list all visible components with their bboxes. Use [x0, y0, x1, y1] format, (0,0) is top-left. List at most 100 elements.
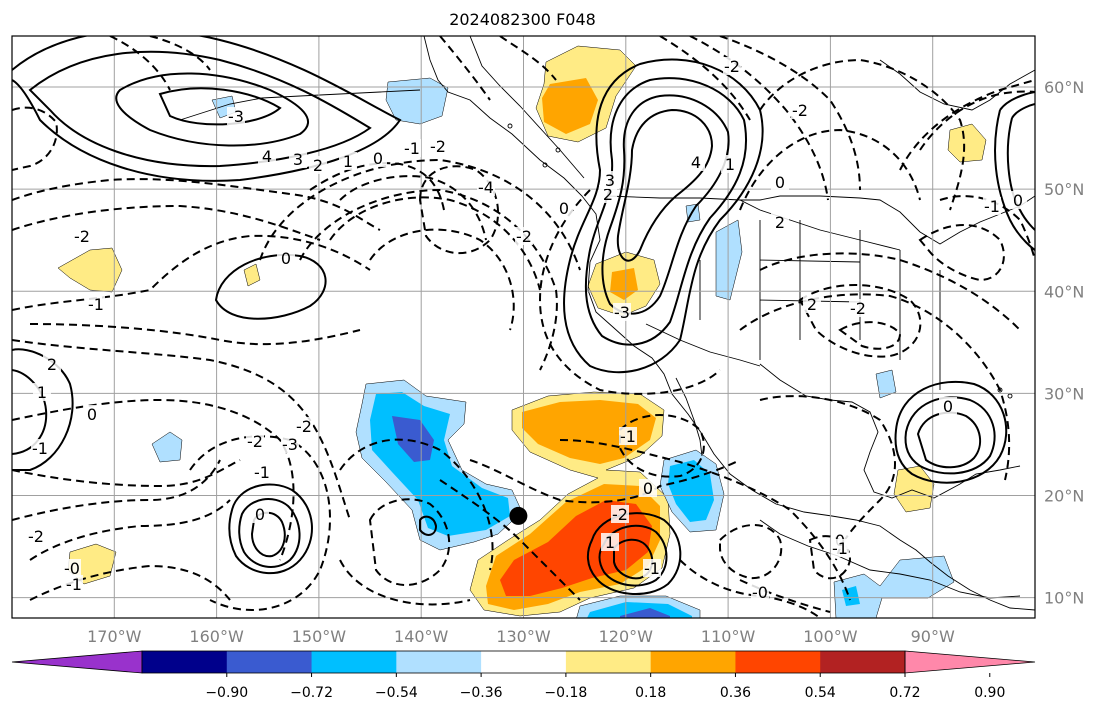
- contour-label: 2: [599, 185, 617, 204]
- dashed-contour: [439, 36, 491, 101]
- svg-text:2: 2: [775, 213, 785, 232]
- contour-label: -1: [31, 439, 49, 458]
- svg-text:2: 2: [47, 355, 57, 374]
- contour-label: -0: [63, 559, 81, 578]
- contour-label: 3: [601, 171, 619, 190]
- contour-label: -2: [246, 432, 264, 451]
- colorbar-segment: [396, 651, 482, 673]
- contour-label: -2: [791, 101, 809, 120]
- svg-text:1: 1: [605, 533, 615, 552]
- dashed-contour: [309, 162, 445, 211]
- negative-anomaly-area: [715, 219, 743, 301]
- positive-anomaly-area: [522, 400, 656, 464]
- positive-anomaly-area: [893, 465, 935, 513]
- contour-label: -2: [27, 527, 45, 546]
- dashed-contour: [619, 414, 705, 478]
- svg-text:-2: -2: [850, 299, 866, 318]
- solid-contour: [28, 50, 372, 168]
- colorbar-tick-label: −0.36: [460, 685, 503, 701]
- solid-contour: [238, 498, 301, 568]
- dashed-contour: [12, 459, 241, 488]
- contour-label: 0: [771, 173, 789, 192]
- solid-contour: [563, 58, 764, 374]
- negative-anomaly-area: [392, 416, 434, 462]
- lon-tick-label: 110°W: [701, 627, 756, 646]
- dashed-contour: [299, 188, 558, 371]
- solid-contour: [586, 512, 682, 595]
- lon-tick-label: 160°W: [189, 627, 244, 646]
- dashed-contour: [679, 559, 821, 618]
- lon-tick-label: 150°W: [292, 627, 347, 646]
- contour-label: 0: [83, 405, 101, 424]
- contour-label: 4: [258, 147, 276, 166]
- positive-anomaly-area: [243, 263, 261, 287]
- colorbar-segment: [565, 651, 652, 673]
- svg-text:0: 0: [559, 199, 569, 218]
- dashed-contour: [339, 438, 494, 571]
- dashed-contour: [439, 479, 581, 601]
- lat-tick-label: 20°N: [1044, 486, 1084, 505]
- graticule: [12, 36, 1035, 618]
- location-marker: [509, 506, 528, 525]
- svg-text:-1: -1: [832, 539, 848, 558]
- colorbar-segment: [142, 651, 228, 673]
- svg-text:-2: -2: [74, 227, 90, 246]
- lon-tick-label: 120°W: [599, 627, 654, 646]
- positive-anomaly-area: [610, 268, 638, 300]
- svg-text:-2: -2: [296, 417, 312, 436]
- contour-label: -4: [477, 178, 495, 197]
- solid-contour: [12, 348, 74, 471]
- contour-label: 0: [277, 249, 295, 268]
- positive-anomaly-area: [542, 78, 598, 134]
- contour-label: -1: [65, 575, 83, 594]
- border: [645, 323, 761, 367]
- svg-text:-4: -4: [478, 178, 494, 197]
- coastline: [740, 195, 1035, 245]
- solid-contour: [894, 380, 1008, 484]
- svg-text:-1: -1: [984, 197, 1000, 216]
- svg-text:0: 0: [943, 397, 953, 416]
- dashed-contour: [759, 252, 1021, 331]
- svg-text:-2: -2: [430, 137, 446, 156]
- svg-text:1: 1: [343, 152, 353, 171]
- colorbar-tick-label: −0.18: [544, 685, 587, 701]
- svg-text:-2: -2: [612, 505, 628, 524]
- dashed-contour: [29, 564, 231, 601]
- dashed-contour: [189, 435, 331, 611]
- solid-contour: [12, 369, 48, 455]
- solid-contour: [419, 515, 438, 536]
- lon-tick-label: 140°W: [394, 627, 449, 646]
- contour-label: 4: [687, 153, 705, 172]
- negative-anomaly-area: [385, 77, 449, 125]
- dashed-contour: [939, 195, 1035, 261]
- svg-text:-2: -2: [28, 527, 44, 546]
- lon-tick-label: 90°W: [911, 627, 955, 646]
- dashed-contour: [29, 499, 231, 561]
- coastlines-and-borders: [179, 36, 1035, 611]
- contour-label: 0: [369, 149, 387, 168]
- contour-label: 2: [771, 213, 789, 232]
- colorbar: −0.90 −0.72 −0.54 −0.36 −0.18 0.18 0.36 0.54 0.7…: [11, 650, 1036, 701]
- contour-label: -2: [849, 299, 867, 318]
- svg-text:0: 0: [281, 249, 291, 268]
- contour-label: 3: [289, 150, 307, 169]
- contour-label: 2: [309, 156, 327, 175]
- dashed-contour: [12, 459, 221, 521]
- svg-text:-3: -3: [228, 107, 244, 126]
- svg-text:-0: -0: [64, 559, 80, 578]
- dashed-contour: [659, 36, 751, 121]
- dashed-contour: [109, 36, 171, 91]
- solid-contour: [115, 72, 310, 147]
- contour-label: -1: [253, 463, 271, 482]
- colorbar-tick-label: 0.36: [720, 685, 751, 701]
- dashed-contour: [368, 498, 451, 586]
- colorbar-tick-label: 0.90: [974, 685, 1005, 701]
- svg-text:2: 2: [603, 185, 613, 204]
- lon-tick-label: 170°W: [87, 627, 142, 646]
- contour-label: 0: [939, 397, 957, 416]
- contour-label: 2: [43, 355, 61, 374]
- dashed-contour: [339, 559, 471, 606]
- contour-label: 0: [555, 199, 573, 218]
- colorbar-extend-low: [11, 650, 143, 674]
- dashed-contour: [12, 106, 58, 171]
